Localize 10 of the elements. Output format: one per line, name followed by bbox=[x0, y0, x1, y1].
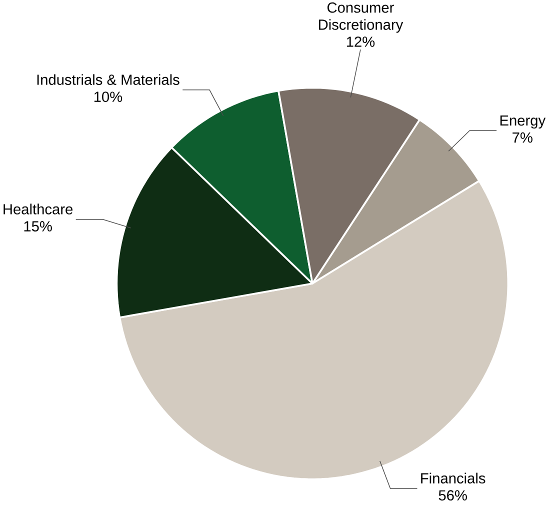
data-label: 7% bbox=[512, 132, 532, 143]
slice-label: Consumer Discretionary bbox=[319, 2, 404, 33]
data-label: 15% bbox=[24, 221, 52, 232]
data-label: 10% bbox=[94, 92, 122, 102]
slice-label: Financials bbox=[421, 472, 486, 484]
data-label: 12% bbox=[346, 36, 375, 47]
data-label: 56% bbox=[438, 490, 467, 501]
slice-label: Industrials & Materials bbox=[37, 74, 180, 85]
slice-label: Healthcare bbox=[4, 204, 73, 214]
slice-label: Energy bbox=[500, 115, 546, 129]
